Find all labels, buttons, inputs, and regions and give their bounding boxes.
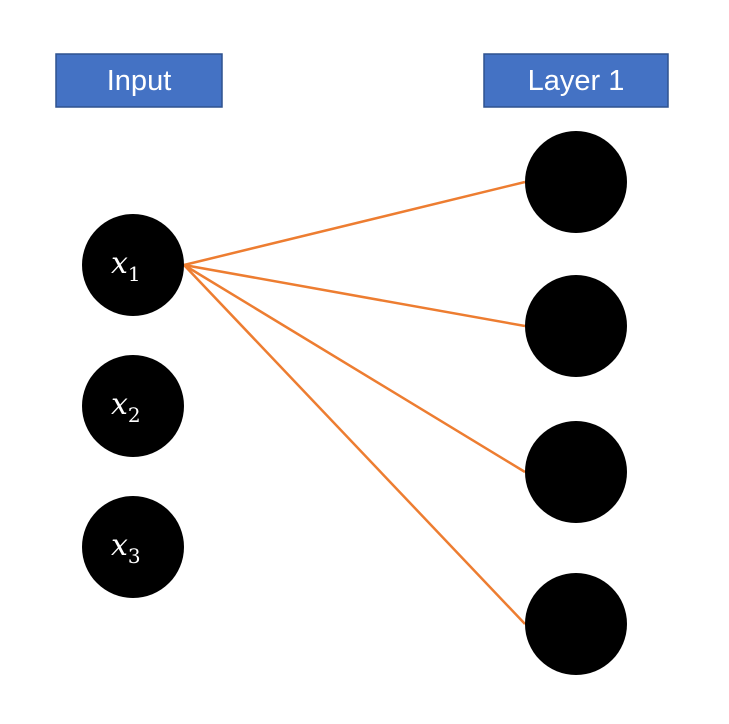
input-node-circle [82,355,184,457]
input-node-subscript: 2 [128,403,141,427]
layer1-header-label: Layer 1 [528,65,625,97]
input-node-label: x3 [111,528,141,568]
input-header-label: Input [107,65,172,97]
layer1-node-3 [525,421,627,523]
input-node-symbol: x [111,246,128,281]
input-node-circle [82,496,184,598]
edge-input-1-to-layer1-4 [183,264,526,625]
input-node-1: x1 [82,214,184,316]
input-header: Input [55,53,223,108]
connections [183,180,526,625]
layer1-node-1 [525,131,627,233]
input-node-3: x3 [82,496,184,598]
input-node-label: x2 [111,387,141,427]
input-node-symbol: x [111,387,128,422]
layer1-node-2 [525,275,627,377]
layer1-header-box [483,53,669,108]
input-node-subscript: 3 [128,544,141,568]
input-node-subscript: 1 [128,262,141,286]
input-node-label: x1 [111,246,141,286]
input-header-box [55,53,223,108]
input-node-symbol: x [111,528,128,563]
edge-input-1-to-layer1-1 [183,180,526,267]
input-node-2: x2 [82,355,184,457]
layer1-header: Layer 1 [483,53,669,108]
layer1 [525,131,627,675]
input-node-circle [82,214,184,316]
edge-input-1-to-layer1-2 [183,263,526,328]
layer1-node-4 [525,573,627,675]
edge-input-1-to-layer1-3 [183,263,526,474]
